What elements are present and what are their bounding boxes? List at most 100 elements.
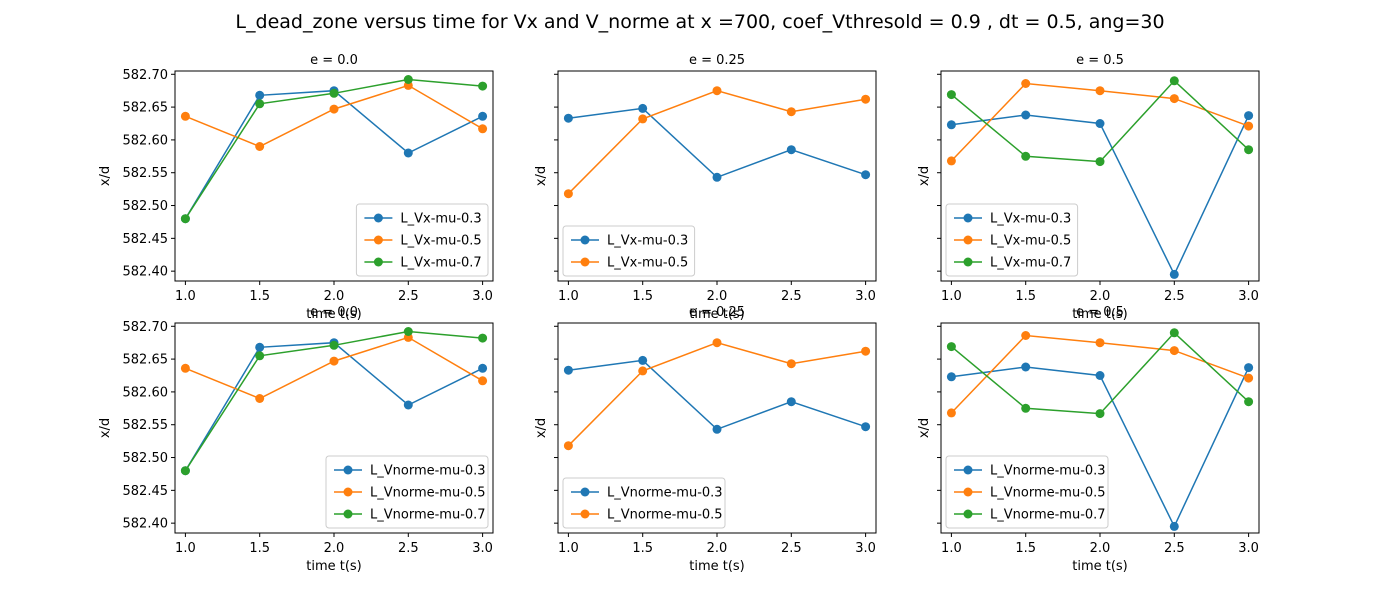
data-point (946, 342, 956, 352)
legend-swatch-marker (343, 509, 353, 519)
data-point (946, 90, 956, 100)
x-tick-label: 1.5 (632, 289, 653, 304)
series-3 (946, 76, 1254, 167)
data-point (180, 466, 190, 476)
legend-swatch-marker (963, 235, 973, 245)
data-point (946, 372, 956, 382)
x-tick-label: 2.0 (707, 289, 728, 304)
data-point (478, 363, 488, 373)
x-tick-label: 2.0 (324, 289, 345, 304)
x-axis-label: time t(s) (689, 559, 745, 574)
x-tick-label: 2.0 (324, 541, 345, 556)
data-point (180, 363, 190, 373)
legend-swatch-marker (373, 257, 383, 267)
legend-label: L_Vnorme-mu-0.5 (607, 508, 723, 523)
subplot-title: e = 0.0 (310, 305, 358, 320)
series-2 (563, 86, 871, 199)
y-tick-label: 582.55 (123, 166, 169, 181)
x-tick-label: 3.0 (855, 541, 876, 556)
x-tick-label: 3.0 (472, 289, 493, 304)
series-2 (563, 338, 871, 451)
x-tick-label: 1.0 (175, 289, 196, 304)
y-tick-label: 582.60 (123, 133, 169, 148)
data-point (255, 90, 265, 100)
data-point (329, 356, 339, 366)
legend-swatch-marker (580, 257, 590, 267)
data-point (638, 355, 648, 365)
y-axis-label: x/d (98, 418, 113, 438)
data-point (1095, 409, 1105, 419)
legend-label: L_Vnorme-mu-0.3 (990, 464, 1106, 479)
legend-swatch-marker (580, 509, 590, 519)
data-point (1095, 371, 1105, 380)
data-point (786, 145, 796, 155)
legend-swatch-marker (963, 509, 973, 519)
data-point (403, 148, 413, 158)
legend-box (945, 203, 1079, 277)
y-tick-label: 582.70 (123, 320, 169, 335)
data-point (1244, 397, 1254, 407)
series-1 (563, 355, 871, 434)
legend-label: L_Vx-mu-0.7 (990, 256, 1071, 271)
subplot-title: e = 0.5 (1076, 305, 1124, 320)
data-point (478, 376, 488, 386)
data-point (861, 94, 871, 104)
data-point (563, 113, 573, 123)
data-point (1095, 119, 1105, 128)
data-point (1095, 338, 1105, 348)
data-point (180, 111, 190, 121)
data-point (478, 124, 488, 134)
y-axis-label: x/d (917, 166, 932, 186)
series-3 (180, 327, 488, 476)
series-2 (180, 80, 488, 151)
legend-box (325, 455, 489, 529)
subplot-title: e = 0.25 (689, 305, 745, 320)
data-point (1244, 121, 1254, 131)
data-point (1169, 76, 1179, 86)
y-axis-label: x/d (534, 418, 549, 438)
x-tick-label: 1.5 (1015, 289, 1036, 304)
data-point (712, 86, 722, 96)
data-point (638, 366, 648, 376)
legend-swatch-marker (580, 235, 590, 245)
series-2 (946, 331, 1254, 418)
data-point (946, 156, 956, 166)
y-tick-label: 582.45 (123, 232, 169, 247)
x-tick-label: 1.5 (249, 541, 270, 556)
data-point (946, 120, 956, 130)
x-tick-label: 1.5 (1015, 541, 1036, 556)
x-tick-label: 1.0 (558, 289, 579, 304)
data-point (638, 114, 648, 124)
data-point (255, 351, 265, 361)
legend-swatch-marker (343, 487, 353, 497)
legend-swatch-marker (343, 465, 353, 475)
subplot-4: e = 0.0 1.0 1.5 2.0 2.5 3.0 582.40 582.45 582.50… (98, 305, 494, 574)
legend-swatch-marker (963, 465, 973, 475)
legend-label: L_Vnorme-mu-0.7 (990, 508, 1106, 523)
data-point (1169, 346, 1179, 356)
legend-box (562, 225, 696, 277)
data-point (861, 170, 871, 180)
series-2 (946, 79, 1254, 166)
data-point (180, 214, 190, 224)
data-point (861, 422, 871, 432)
data-point (1169, 328, 1179, 338)
data-point (786, 107, 796, 117)
data-point (329, 340, 339, 350)
x-axis-label: time t(s) (306, 559, 362, 574)
legend-swatch-marker (373, 213, 383, 223)
x-tick-label: 2.5 (398, 289, 419, 304)
data-point (1021, 79, 1031, 88)
x-tick-label: 1.5 (249, 289, 270, 304)
x-tick-label: 2.5 (1164, 289, 1185, 304)
legend-label: L_Vx-mu-0.5 (990, 234, 1071, 249)
legend-label: L_Vx-mu-0.3 (607, 234, 688, 249)
y-tick-label: 582.50 (123, 199, 169, 214)
y-tick-label: 582.65 (123, 353, 169, 368)
series-line (184, 330, 483, 472)
legend: L_Vx-mu-0.3 L_Vx-mu-0.5 L_Vx-mu-0.7 (945, 203, 1079, 277)
data-point (403, 400, 413, 410)
x-axis-label: time t(s) (1072, 307, 1128, 322)
subplot-title: e = 0.25 (689, 53, 745, 68)
